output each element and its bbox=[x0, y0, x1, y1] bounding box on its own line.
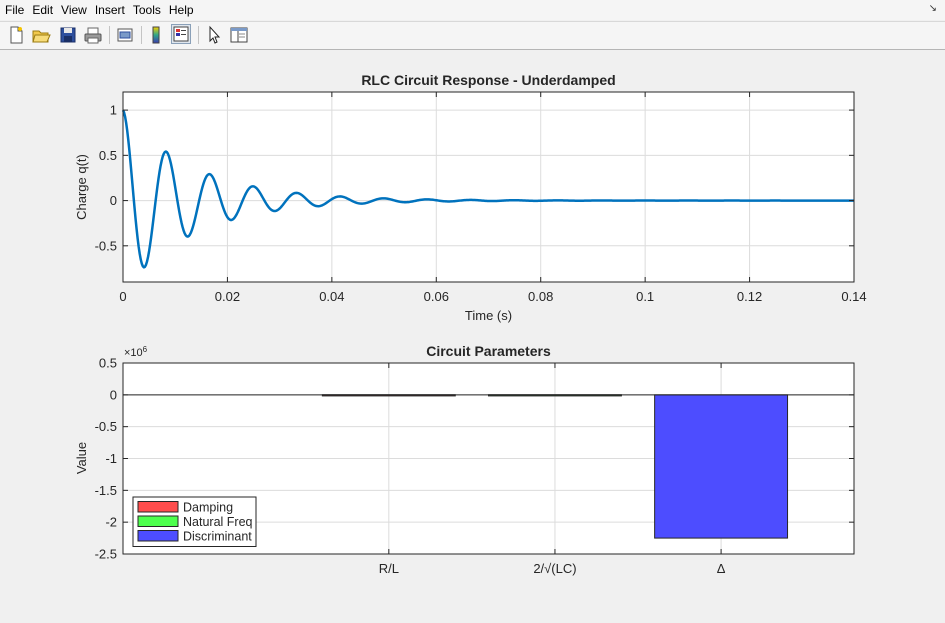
menu-insert[interactable]: Insert bbox=[94, 3, 125, 17]
bottom-ytick-label: 0.5 bbox=[99, 356, 117, 371]
legend-swatch bbox=[137, 515, 179, 527]
top-ytick-label: 1 bbox=[110, 103, 117, 118]
pointer-icon[interactable] bbox=[204, 25, 224, 45]
bottom-xtick-label: R/L bbox=[379, 561, 399, 576]
new-figure-icon[interactable] bbox=[6, 25, 26, 45]
top-xtick-label: 0.04 bbox=[319, 289, 344, 304]
bottom-ytick-label: -2.5 bbox=[95, 547, 117, 562]
bottom-xtick-label: 2/√(LC) bbox=[533, 561, 576, 576]
charge-response-line bbox=[121, 109, 855, 269]
top-ytick-label: -0.5 bbox=[95, 238, 117, 253]
top-ytick-label: 0 bbox=[110, 193, 117, 208]
legend-swatch bbox=[137, 501, 179, 513]
top-xtick-label: 0.08 bbox=[528, 289, 553, 304]
bottom-ylabel: Value bbox=[74, 442, 89, 474]
exponent-label: ×106 bbox=[124, 345, 148, 359]
bottom-ytick-label: -1 bbox=[105, 451, 117, 466]
menu-view[interactable]: View bbox=[61, 3, 87, 17]
menu-file[interactable]: File bbox=[5, 3, 25, 17]
bottom-title: Circuit Parameters bbox=[426, 343, 551, 359]
top-xtick-label: 0.1 bbox=[636, 289, 654, 304]
open-file-icon[interactable] bbox=[31, 25, 51, 45]
top-xtick-label: 0.14 bbox=[841, 289, 866, 304]
legend-icon[interactable] bbox=[171, 24, 191, 44]
menu-tools[interactable]: Tools bbox=[132, 3, 161, 17]
legend-label: Damping bbox=[183, 501, 233, 515]
dock-arrow-icon[interactable]: ↘ bbox=[928, 3, 937, 14]
menu-edit[interactable]: Edit bbox=[32, 3, 54, 17]
top-xtick-label: 0.02 bbox=[215, 289, 240, 304]
top-axes[interactable]: 0 0.02 0.04 0.06 0.08 0.1 0.12 0.14 -0.5 0 0.5 1 RL… bbox=[74, 72, 867, 323]
bottom-ytick-label: -0.5 bbox=[95, 419, 117, 434]
save-icon[interactable] bbox=[58, 25, 78, 45]
legend-label: Discriminant bbox=[183, 530, 252, 544]
figure-canvas: 0 0.02 0.04 0.06 0.08 0.1 0.12 0.14 -0.5 0 0.5 1 RL… bbox=[0, 49, 945, 618]
top-xlabel: Time (s) bbox=[465, 308, 512, 323]
menu-help[interactable]: Help bbox=[168, 3, 194, 17]
top-ticks: 0 0.02 0.04 0.06 0.08 0.1 0.12 0.14 -0.5 0 0.5 1 bbox=[95, 92, 867, 304]
top-xtick-label: 0 bbox=[119, 289, 126, 304]
top-axes-box bbox=[122, 91, 855, 283]
legend-swatch bbox=[137, 530, 179, 542]
top-ytick-label: 0.5 bbox=[99, 148, 117, 163]
colorbar-icon[interactable] bbox=[146, 25, 166, 45]
print-preview-icon[interactable] bbox=[115, 25, 135, 45]
bottom-ytick-label: -2 bbox=[105, 515, 117, 530]
figure-toolbar bbox=[0, 21, 945, 50]
top-series-group bbox=[121, 109, 855, 269]
property-inspector-icon[interactable] bbox=[229, 25, 249, 45]
top-xtick-label: 0.12 bbox=[737, 289, 762, 304]
legend-label: Natural Freq bbox=[183, 515, 253, 529]
top-xtick-label: 0.06 bbox=[424, 289, 449, 304]
top-ylabel: Charge q(t) bbox=[74, 154, 89, 220]
top-title: RLC Circuit Response - Underdamped bbox=[361, 72, 615, 88]
print-icon[interactable] bbox=[83, 25, 103, 45]
bottom-ytick-label: -1.5 bbox=[95, 483, 117, 498]
bottom-ticks: -2.5 -2 -1.5 -1 -0.5 0 0.5 R/L 2/√(LC) Δ bbox=[95, 356, 854, 576]
top-plot-area[interactable] bbox=[123, 92, 854, 282]
bottom-ytick-label: 0 bbox=[110, 387, 117, 402]
bar-3[interactable] bbox=[654, 394, 789, 539]
menu-bar: File Edit View Insert Tools Help ↘ bbox=[0, 0, 945, 20]
bottom-axes[interactable]: -2.5 -2 -1.5 -1 -0.5 0 0.5 R/L 2/√(LC) Δ Circuit … bbox=[74, 343, 855, 576]
bottom-xtick-label: Δ bbox=[717, 561, 726, 576]
